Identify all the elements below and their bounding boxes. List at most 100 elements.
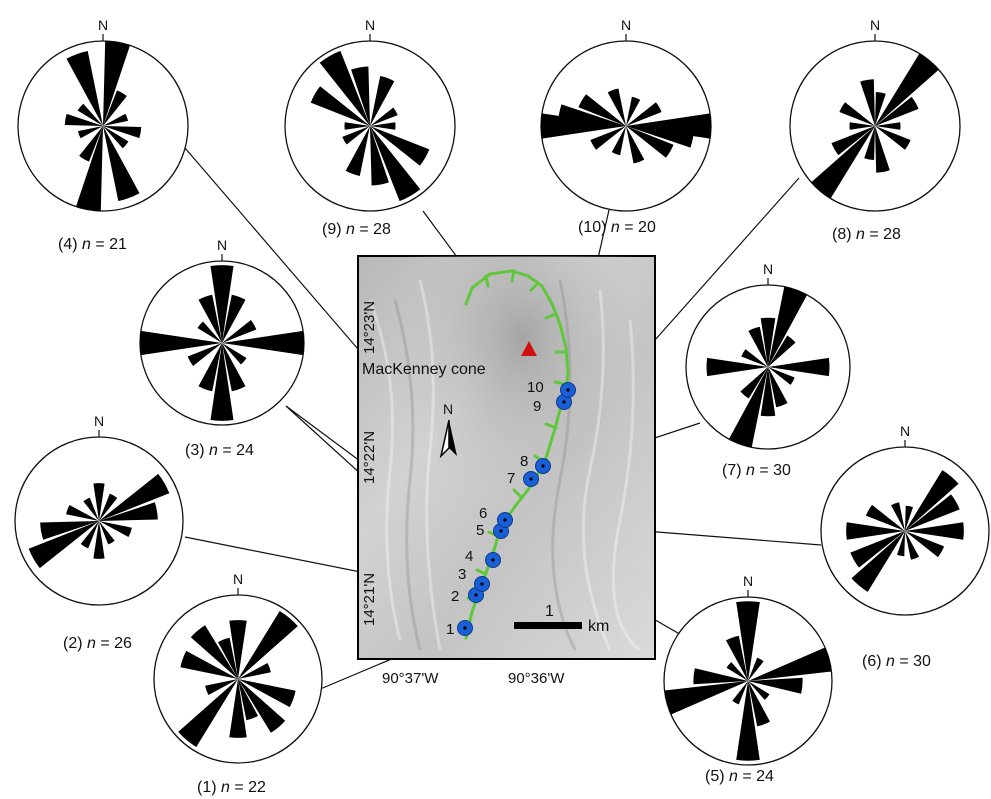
rose-north-label: N	[621, 17, 631, 33]
rose-petal	[351, 66, 370, 126]
rose-petal	[905, 470, 959, 531]
rose-north-label: N	[94, 413, 104, 429]
rose-diagram-5: N (5) n = 24	[663, 573, 833, 785]
rose-petal	[370, 107, 398, 126]
rose-petal	[726, 662, 748, 681]
rose-petal	[93, 483, 105, 521]
rose-petal	[218, 637, 238, 679]
rose-diagram-4: N (4) n = 21	[17, 17, 189, 253]
rose-petal	[187, 343, 222, 366]
rose-petal	[875, 122, 901, 130]
rose-petal	[180, 650, 238, 679]
rose-caption-value: = 30	[895, 653, 931, 670]
rose-petal	[768, 335, 796, 367]
rose-diagram-2: N (2) n = 26	[14, 413, 184, 652]
rose-petal	[344, 122, 370, 130]
rose-petal	[222, 294, 246, 343]
rose-petal	[875, 96, 919, 126]
rose-petal	[66, 505, 99, 521]
rose-caption-site: (1)	[197, 779, 221, 796]
rose-diagram-6: N (6) n = 30	[820, 423, 990, 670]
rose-petal	[626, 126, 694, 148]
rose-petal	[741, 349, 768, 367]
rose-north-label: N	[763, 261, 773, 277]
rose-north-label: N	[870, 17, 880, 33]
site-marker-dot-10	[566, 388, 570, 392]
rose-petal	[103, 41, 130, 126]
rose-petal	[851, 531, 905, 592]
rose-caption: (2) n = 26	[63, 635, 132, 652]
rose-caption-value: = 26	[96, 635, 132, 652]
rose-petal	[80, 521, 99, 549]
rose-petal	[905, 531, 945, 558]
rose-north-label: N	[743, 573, 753, 589]
rose-petal	[728, 367, 768, 448]
site-marker-dot-8	[541, 464, 545, 468]
site-label-8: 8	[520, 453, 528, 470]
rose-petal	[99, 493, 118, 521]
rose-north-label: N	[98, 17, 108, 33]
rose-petal	[78, 126, 103, 139]
rose-caption-site: (10)	[578, 219, 611, 236]
rose-caption-value: = 30	[755, 462, 791, 479]
rose-diagram-9: N (9) n = 28	[284, 17, 456, 238]
rose-petal	[875, 92, 886, 126]
rose-petal	[626, 126, 674, 158]
rose-petal	[748, 326, 768, 367]
site-label-9: 9	[533, 398, 541, 415]
rose-petal	[875, 126, 890, 173]
rose-petal	[28, 521, 100, 569]
rose-petal	[93, 521, 105, 559]
rose-petal	[76, 126, 103, 211]
rose-petal	[732, 681, 748, 705]
rose-petal	[345, 126, 370, 176]
north-arrow: N	[439, 401, 457, 459]
map-panel: MacKenney cone N 1 km 14°23'N 14°22'N 14…	[357, 255, 656, 660]
rose-petal	[40, 521, 99, 540]
rose-north-label: N	[233, 571, 243, 587]
site-label-7: 7	[507, 470, 515, 487]
rose-petal	[768, 357, 830, 377]
rose-petal	[590, 126, 626, 150]
rose-caption: (10) n = 20	[578, 219, 656, 236]
rose-petal	[736, 681, 760, 761]
site-label-1: 1	[446, 621, 454, 638]
rose-petal	[197, 321, 222, 343]
rose-caption-n-symbol: n	[221, 779, 230, 796]
rose-petal	[558, 104, 626, 126]
site-label-6: 6	[479, 505, 487, 522]
rose-petal	[103, 126, 140, 201]
latitude-label-1: 14°23'N	[361, 301, 378, 354]
rose-caption-value: = 24	[218, 442, 254, 459]
rose-petal	[238, 679, 286, 733]
scale-bar-unit: km	[588, 618, 609, 635]
rose-caption: (8) n = 28	[832, 226, 901, 243]
rose-caption-value: = 20	[620, 219, 656, 236]
rose-petal	[831, 126, 875, 156]
rose-petal	[99, 521, 115, 545]
rose-petal	[66, 51, 103, 126]
rose-petal	[864, 126, 875, 160]
rose-petal	[370, 126, 421, 202]
rose-petal	[342, 126, 370, 145]
rose-petal	[79, 126, 103, 162]
rose-petal	[64, 113, 103, 126]
rose-petal	[748, 657, 764, 681]
rose-petal	[740, 367, 768, 399]
site-marker-dot-1	[463, 626, 467, 630]
rose-petal	[905, 505, 913, 531]
rose-petal	[875, 53, 939, 126]
rose-petal	[210, 265, 234, 343]
rose-north-label: N	[365, 17, 375, 33]
rose-diagram-10: N (10) n = 20	[540, 17, 712, 236]
rose-caption-value: = 22	[230, 779, 266, 796]
rose-petal	[626, 96, 641, 126]
site-label-5: 5	[476, 522, 484, 539]
rose-caption-site: (9)	[322, 221, 346, 238]
rose-north-label: N	[900, 423, 910, 439]
rose-petal	[839, 102, 875, 126]
rose-petal	[198, 294, 222, 343]
rose-caption-site: (7)	[722, 462, 746, 479]
rose-diagrams: N (4) n = 21 N (9) n = 28 N (10) n = 20 N (8) n…	[14, 17, 990, 796]
